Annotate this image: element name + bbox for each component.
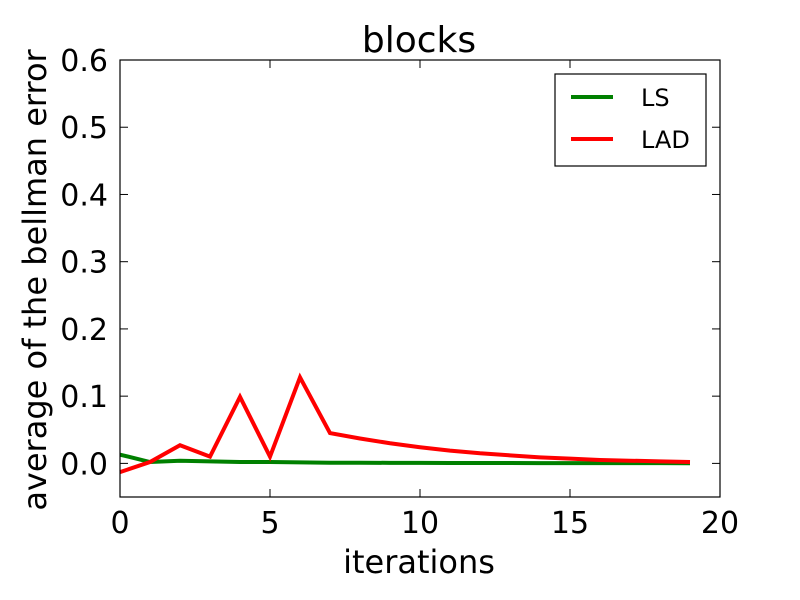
legend-label-ls: LS <box>641 84 670 112</box>
y-axis-label: average of the bellman error <box>16 48 54 510</box>
y-tick-label: 0.2 <box>60 313 108 348</box>
x-tick-label: 5 <box>260 506 279 541</box>
x-tick-label: 0 <box>110 506 129 541</box>
legend-label-lad: LAD <box>641 126 690 154</box>
chart-title: blocks <box>362 20 476 61</box>
y-tick-label: 0.5 <box>60 111 108 146</box>
y-tick-label: 0.6 <box>60 44 108 79</box>
y-tick-label: 0.4 <box>60 178 108 213</box>
x-tick-label: 15 <box>551 506 589 541</box>
x-tick-label: 10 <box>401 506 439 541</box>
legend: LS LAD <box>554 73 707 167</box>
x-axis-label: iterations <box>343 543 495 581</box>
series-layer <box>119 372 691 475</box>
y-tick-label: 0.3 <box>60 246 108 281</box>
series-line-ls <box>119 452 691 466</box>
legend-box <box>554 73 707 167</box>
ticks-layer: 0 5 10 15 20 0.0 0.1 0.2 0.3 0.4 0.5 0.6 <box>60 44 739 541</box>
series-line-lad <box>119 372 691 475</box>
y-tick-label: 0.0 <box>60 447 108 482</box>
x-tick-label: 20 <box>701 506 739 541</box>
y-tick-label: 0.1 <box>60 380 108 415</box>
